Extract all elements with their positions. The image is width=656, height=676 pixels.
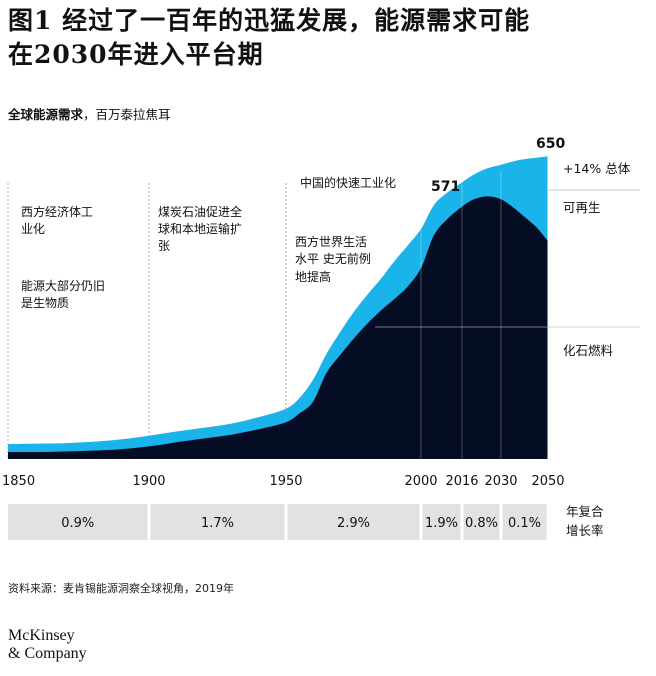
x-axis-ticks: 1850 1900 1950 2000 2016 2030 2050 bbox=[2, 474, 565, 489]
era-divider-lines bbox=[7, 183, 287, 459]
annotation-lines bbox=[375, 150, 640, 459]
chart-title: 图1 经过了一百年的迅猛发展，能源需求可能 在2030年进入平台期 bbox=[8, 4, 648, 72]
cagr-box bbox=[150, 504, 285, 540]
cagr-value: 0.8% bbox=[465, 516, 498, 531]
title-line-2: 在2030年进入平台期 bbox=[8, 40, 264, 69]
title-line-1: 图1 经过了一百年的迅猛发展，能源需求可能 bbox=[8, 6, 531, 35]
renewable-label: 可再生 bbox=[563, 200, 601, 215]
x-tick-2050: 2050 bbox=[531, 474, 564, 489]
cagr-cell-2016-2030: 0.8% bbox=[463, 504, 500, 540]
cagr-label-line-1: 年复合 bbox=[566, 504, 604, 519]
x-tick-1850: 1850 bbox=[2, 474, 35, 489]
cagr-value: 1.7% bbox=[201, 516, 234, 531]
subtitle-bold: 全球能源需求 bbox=[8, 107, 84, 122]
cagr-cell-1900-1950: 1.7% bbox=[150, 504, 285, 540]
fossil-area bbox=[8, 196, 548, 459]
cagr-cell-1950-2000: 2.9% bbox=[287, 504, 420, 540]
era4-text-2: 水平 史无前例 bbox=[295, 251, 371, 266]
era1-text-1: 西方经济体工 bbox=[21, 204, 93, 219]
x-tick-2000: 2000 bbox=[404, 474, 437, 489]
cagr-value: 1.9% bbox=[425, 516, 458, 531]
cagr-value: 0.9% bbox=[61, 516, 94, 531]
cagr-box bbox=[463, 504, 500, 540]
energy-demand-chart: 1850 1900 1950 2000 2016 2030 2050 0.9% 1.7% 2.9… bbox=[2, 136, 640, 540]
chart-subtitle: 全球能源需求，百万泰拉焦耳 bbox=[8, 104, 171, 123]
cagr-cell-2030-2050: 0.1% bbox=[502, 504, 547, 540]
x-tick-2030: 2030 bbox=[484, 474, 517, 489]
era1-text-3: 能源大部分仍旧 bbox=[21, 278, 105, 293]
era1-text-4: 是生物质 bbox=[21, 296, 69, 310]
logo-line-2: & Company bbox=[8, 645, 87, 662]
cagr-cell-2000-2016: 1.9% bbox=[422, 504, 461, 540]
x-tick-1900: 1900 bbox=[132, 474, 165, 489]
era1-text-2: 业化 bbox=[21, 222, 45, 236]
value-label-650: 650 bbox=[536, 136, 565, 152]
era3-text-1: 中国的快速工业化 bbox=[300, 175, 396, 190]
subtitle-unit: ，百万泰拉焦耳 bbox=[83, 107, 171, 122]
cagr-value: 2.9% bbox=[337, 516, 370, 531]
cagr-cell-1850-1900: 0.9% bbox=[8, 504, 148, 540]
cagr-box bbox=[8, 504, 148, 540]
logo-line-1: McKinsey bbox=[8, 627, 75, 644]
fossil-label: 化石燃料 bbox=[563, 343, 614, 358]
cagr-box bbox=[502, 504, 547, 540]
cagr-box bbox=[422, 504, 461, 540]
cagr-label-line-2: 增长率 bbox=[566, 523, 604, 538]
total-growth-label: +14% 总体 bbox=[563, 161, 631, 176]
cagr-value: 0.1% bbox=[508, 516, 541, 531]
source-note: 资料来源：麦肯锡能源洞察全球视角，2019年 bbox=[8, 582, 234, 595]
cagr-box bbox=[287, 504, 420, 540]
value-label-571: 571 bbox=[431, 179, 460, 195]
era4-text-1: 西方世界生活 bbox=[295, 234, 367, 249]
x-tick-1950: 1950 bbox=[269, 474, 302, 489]
era2-text-2: 球和本地运输扩 bbox=[158, 221, 242, 236]
era4-text-3: 地提高 bbox=[295, 269, 331, 284]
era2-text-1: 煤炭石油促进全 bbox=[158, 204, 242, 219]
mckinsey-logo: McKinsey & Company bbox=[8, 627, 87, 663]
x-tick-2016: 2016 bbox=[445, 474, 478, 489]
era2-text-3: 张 bbox=[158, 239, 170, 253]
